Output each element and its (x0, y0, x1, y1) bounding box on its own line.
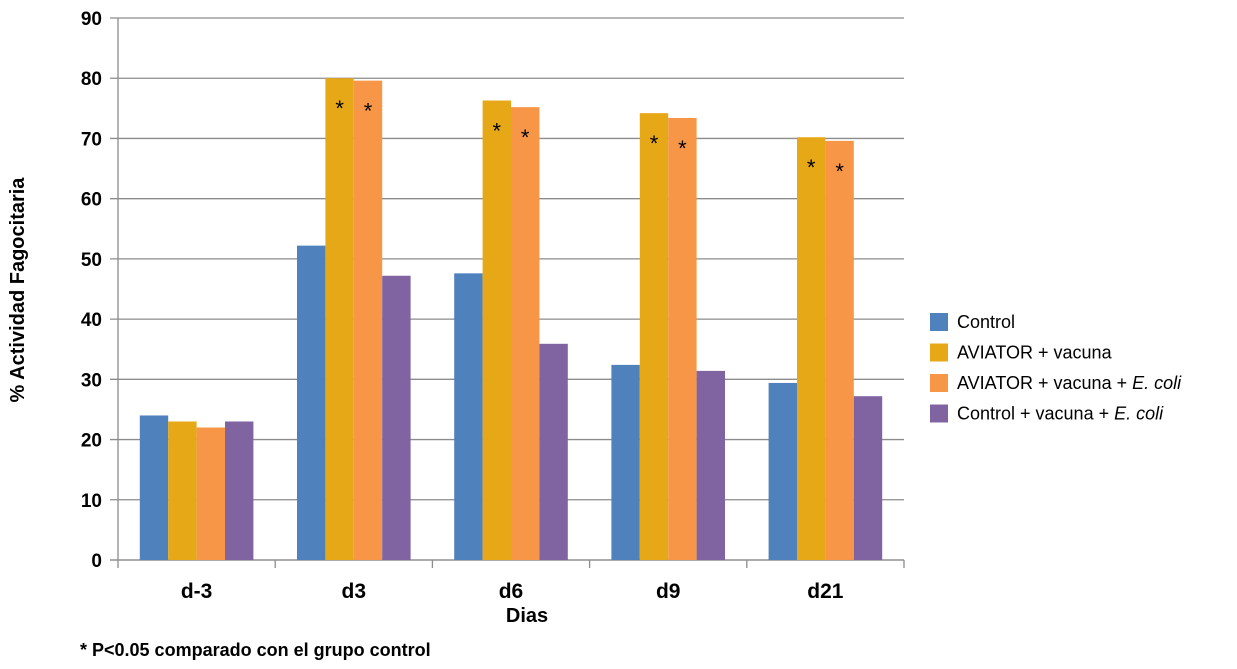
legend: Control AVIATOR + vacuna AVIATOR + vacuna … (930, 312, 1182, 424)
bar (696, 370, 725, 560)
significance-marker: * (521, 125, 530, 150)
bar (668, 117, 697, 561)
x-axis-title: Dias (506, 605, 548, 627)
x-tick-label: d3 (342, 580, 367, 603)
bar (297, 245, 326, 560)
bar (768, 382, 797, 560)
y-tick-label: 30 (81, 370, 102, 391)
y-axis-title: % Actividad Fagocitaria (7, 177, 29, 403)
bar (797, 137, 826, 561)
legend-swatch (930, 313, 948, 331)
bar (353, 80, 383, 561)
legend-label: AVIATOR + vacuna (957, 343, 1113, 363)
x-tick-label: d9 (656, 580, 681, 603)
bar (225, 421, 254, 560)
bar (639, 113, 669, 560)
y-tick-label: 40 (81, 310, 102, 331)
significance-marker: * (335, 96, 344, 121)
bar (196, 427, 225, 560)
y-tick-label: 0 (91, 551, 102, 572)
x-tick-labels: d-3 d3 d6 d9 d21 (181, 580, 844, 603)
significance-markers: * * * * * * * * (335, 96, 844, 184)
y-tick-label: 10 (81, 491, 102, 512)
x-tick-label: d21 (807, 580, 844, 603)
legend-swatch (930, 404, 948, 423)
legend-swatch (930, 343, 948, 362)
bar (454, 273, 483, 560)
bar (482, 100, 511, 560)
y-tick-label: 80 (81, 69, 102, 90)
legend-swatch (930, 374, 948, 392)
bars (139, 78, 883, 561)
y-tick-labels: 0 10 20 30 40 50 60 70 80 90 (81, 9, 102, 572)
significance-marker: * (807, 155, 816, 180)
y-tick-label: 70 (81, 129, 102, 150)
significance-marker: * (835, 159, 844, 184)
significance-marker: * (650, 131, 659, 156)
bar (611, 364, 640, 560)
bar (539, 343, 568, 560)
significance-marker: * (678, 136, 687, 161)
bar (325, 78, 354, 560)
y-tick-label: 20 (81, 431, 102, 452)
significance-marker: * (364, 99, 373, 124)
x-tick-label: d-3 (181, 580, 213, 603)
y-tick-label: 50 (81, 250, 102, 271)
bar (139, 415, 169, 560)
bar (382, 275, 411, 560)
y-tick-label: 90 (81, 9, 102, 30)
bar (825, 140, 854, 560)
significance-marker: * (493, 119, 502, 144)
bar (168, 421, 197, 560)
footnote: * P<0.05 comparado con el grupo control (80, 640, 431, 660)
legend-label: Control + vacuna + E. coli (957, 404, 1164, 424)
bar (511, 107, 540, 560)
y-tick-label: 60 (81, 190, 102, 211)
legend-label: AVIATOR + vacuna + E. coli (957, 373, 1182, 393)
bar (853, 396, 883, 560)
legend-label: Control (957, 312, 1015, 332)
x-tick-label: d6 (499, 580, 524, 603)
